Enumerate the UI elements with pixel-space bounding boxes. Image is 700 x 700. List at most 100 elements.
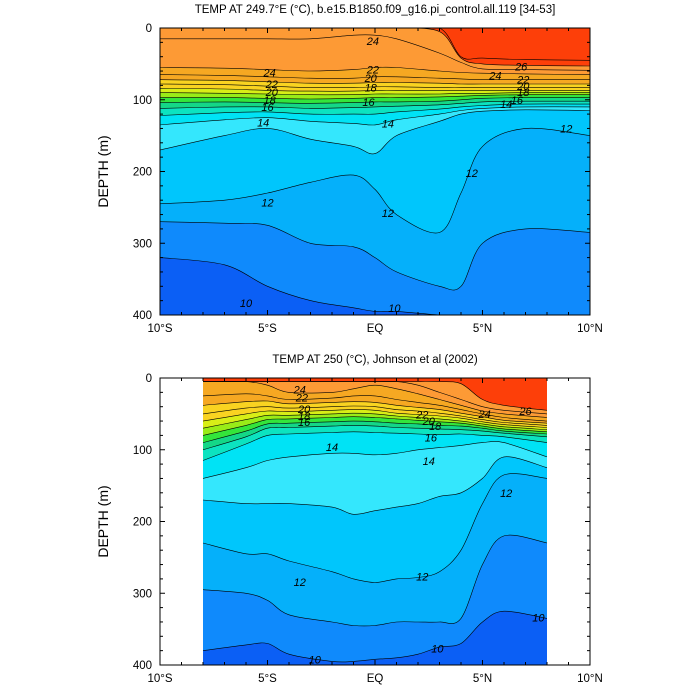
contour-label: 20	[297, 404, 311, 416]
panel-title: TEMP AT 249.7°E (°C), b.e15.B1850.f09_g1…	[195, 4, 556, 16]
isotherm-line	[202, 420, 548, 443]
contour-label: 20	[265, 87, 279, 99]
isotherm-line-layer	[202, 378, 548, 663]
contour-label: 12	[416, 572, 428, 584]
y-tick-label: 300	[133, 588, 152, 600]
isotherm-line	[202, 534, 548, 627]
y-axis-label: DEPTH (m)	[95, 485, 111, 557]
isotherm-line	[160, 74, 590, 81]
model-temperature-panel: TEMP AT 249.7°E (°C), b.e15.B1850.f09_g1…	[95, 4, 603, 335]
contour-label: 20	[516, 81, 530, 93]
y-tick-label: 0	[146, 23, 152, 35]
contour-label: 20	[364, 73, 378, 85]
contour-label: 22	[265, 79, 278, 91]
contour-label: 10	[532, 613, 545, 625]
isotherm-line	[160, 103, 590, 116]
isotherm-line	[160, 92, 590, 96]
axes-layer: 10°S 5°S EQ 5°N 10°N 0 100 200 300 400	[133, 373, 603, 685]
isotherm-line	[203, 381, 548, 415]
x-tick-label: 10°S	[147, 673, 172, 685]
contour-label: 24	[366, 36, 379, 48]
contour-label: 12	[560, 123, 572, 135]
contour-label: 16	[261, 102, 274, 114]
contour-label: 24	[262, 68, 275, 80]
contour-label: 22	[295, 392, 308, 404]
isotherm-line	[202, 409, 548, 428]
contour-label: 16	[511, 95, 524, 107]
isotherm-line	[202, 405, 548, 426]
isotherm-line	[160, 83, 590, 89]
y-tick-label: 300	[133, 238, 152, 250]
contour-label: 24	[488, 70, 501, 82]
temperature-band	[160, 28, 590, 61]
temperature-fill-layer	[160, 378, 590, 665]
contour-label: 12	[382, 208, 394, 220]
x-tick-label: 5°N	[473, 673, 492, 685]
contour-label: 16	[425, 433, 438, 445]
panel-title: TEMP AT 250 (°C), Johnson et al (2002)	[272, 354, 477, 366]
isotherm-line	[160, 79, 590, 85]
isotherm-line	[160, 221, 590, 291]
observed-temperature-panel: TEMP AT 250 (°C), Johnson et al (2002) 2…	[95, 354, 603, 685]
contour-label: 12	[466, 168, 478, 180]
contour-label: 10	[309, 654, 322, 666]
isotherm-line	[202, 400, 548, 424]
contour-label: 12	[261, 197, 273, 209]
isotherm-line	[160, 106, 590, 126]
isotherm-line	[202, 412, 548, 430]
x-tick-label: 5°N	[473, 323, 492, 335]
x-tick-label: EQ	[367, 673, 384, 685]
contour-label: 14	[326, 442, 338, 454]
isotherm-line	[160, 97, 590, 104]
no-data-area	[547, 378, 590, 665]
contour-label: 16	[298, 417, 311, 429]
contour-label: 24	[477, 409, 490, 421]
isotherm-line	[202, 473, 548, 583]
contour-label: 14	[257, 118, 269, 130]
isotherm-line	[160, 66, 590, 75]
isotherm-line	[160, 28, 590, 61]
isotherm-line	[160, 34, 590, 71]
contour-label: 18	[263, 95, 276, 107]
x-tick-label: 5°S	[258, 673, 277, 685]
contour-label: 14	[423, 456, 435, 468]
isotherm-line	[160, 28, 590, 67]
contour-label: 16	[362, 97, 375, 109]
contour-label: 22	[366, 65, 379, 77]
contour-label: 26	[514, 62, 528, 74]
x-tick-label: 10°N	[577, 323, 603, 335]
y-tick-label: 100	[133, 95, 152, 107]
isotherm-line	[202, 416, 548, 436]
contour-label: 18	[298, 411, 311, 423]
x-tick-label: EQ	[367, 323, 384, 335]
isotherm-line	[202, 393, 548, 422]
isotherm-line-layer	[160, 28, 590, 315]
isotherm-line	[202, 456, 548, 515]
isotherm-line	[160, 257, 590, 315]
contour-label: 12	[294, 577, 306, 589]
contour-label: 10	[388, 303, 401, 315]
y-axis-label: DEPTH (m)	[95, 135, 111, 207]
isotherm-line	[160, 109, 590, 155]
contour-label: 18	[517, 87, 530, 99]
y-tick-label: 200	[133, 517, 152, 529]
no-data-area	[160, 378, 203, 665]
isotherm-line	[160, 94, 590, 100]
y-tick-label: 0	[146, 373, 152, 385]
contour-label: 22	[415, 410, 428, 422]
isotherm-line	[160, 127, 590, 234]
contour-label: 14	[500, 99, 512, 111]
contour-label: 10	[240, 298, 253, 310]
y-tick-label: 200	[133, 167, 152, 179]
contour-label: 24	[293, 385, 306, 397]
y-tick-label: 400	[133, 660, 152, 672]
contour-label: 26	[518, 406, 532, 418]
isotherm-line	[202, 441, 548, 479]
isotherm-line	[202, 425, 548, 451]
isotherm-line	[202, 431, 548, 461]
isotherm-line	[202, 381, 548, 418]
contour-label: 10	[431, 644, 444, 656]
